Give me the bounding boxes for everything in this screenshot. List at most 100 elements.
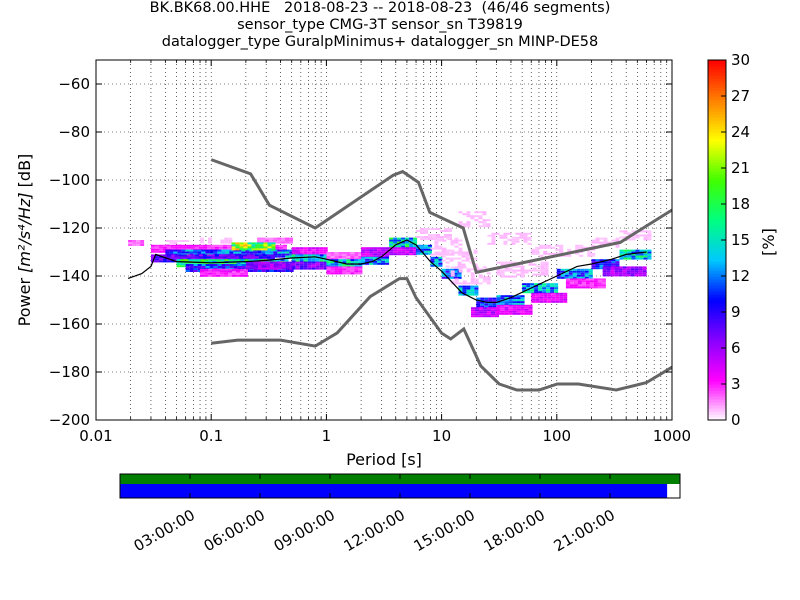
psd-cell — [330, 266, 335, 269]
psd-cell — [365, 247, 370, 250]
colorbar-tick-label: 0 — [731, 411, 741, 429]
psd-cell — [413, 237, 418, 240]
psd-cell — [478, 211, 483, 214]
psd-cell — [466, 225, 471, 228]
psd-cell — [484, 299, 489, 302]
psd-cell — [544, 271, 549, 274]
psd-cell — [185, 266, 190, 268]
psd-cell — [222, 246, 227, 249]
y-axis-label-prefix: Power — [15, 278, 34, 327]
psd-cell — [154, 248, 159, 251]
psd-cell — [158, 260, 163, 263]
psd-cell — [647, 251, 652, 254]
psd-cell — [647, 232, 652, 235]
psd-cell — [338, 268, 343, 271]
psd-cell — [173, 249, 178, 252]
psd-cell — [265, 265, 270, 268]
psd-cell — [261, 237, 266, 240]
psd-cell — [597, 278, 602, 281]
psd-cell — [420, 252, 425, 255]
colorbar-segment — [708, 102, 726, 106]
psd-cell — [285, 270, 290, 272]
psd-cell — [504, 261, 509, 264]
psd-cell — [638, 270, 643, 273]
psd-cell — [457, 261, 462, 264]
psd-cell — [550, 283, 555, 286]
psd-cell — [354, 270, 359, 273]
psd-cell — [389, 237, 394, 240]
psd-cell — [295, 251, 300, 254]
psd-cell — [436, 234, 441, 236]
psd-cell — [217, 249, 222, 252]
psd-cell — [520, 273, 525, 276]
colorbar-segment — [708, 75, 726, 79]
psd-cell — [643, 230, 648, 233]
psd-cell — [224, 270, 229, 273]
psd-cell — [555, 252, 560, 255]
psd-cell — [508, 267, 513, 270]
psd-cell — [593, 286, 598, 289]
psd-cell — [450, 241, 455, 244]
psd-cell — [162, 254, 167, 257]
psd-cell — [397, 249, 402, 252]
psd-cell — [618, 266, 623, 269]
psd-cell — [568, 270, 573, 273]
psd-cell — [577, 282, 582, 285]
timeline-tick-label: 03:00:00 — [131, 506, 198, 555]
psd-cell — [627, 251, 632, 254]
psd-cell — [158, 248, 163, 251]
colorbar-segment — [708, 405, 726, 409]
psd-cell — [532, 269, 537, 272]
psd-cell — [381, 260, 386, 263]
psd-cell — [428, 248, 433, 251]
psd-cell — [319, 265, 324, 268]
psd-cell — [178, 256, 183, 259]
psd-cell — [338, 259, 343, 262]
psd-cell — [496, 306, 501, 309]
psd-cell — [449, 268, 454, 271]
psd-cell — [611, 259, 616, 262]
psd-cell — [185, 251, 190, 254]
psd-cell — [346, 270, 351, 273]
psd-cell — [601, 284, 606, 287]
psd-cell — [450, 251, 455, 254]
psd-cell — [319, 247, 324, 250]
psd-cell — [462, 285, 467, 288]
psd-cell — [643, 234, 648, 237]
psd-cell — [458, 282, 463, 285]
psd-cell — [595, 241, 600, 244]
psd-cell — [478, 274, 483, 277]
psd-cell — [295, 265, 300, 268]
psd-cell — [326, 268, 331, 271]
psd-cell — [330, 270, 335, 273]
psd-cell — [441, 270, 446, 273]
psd-cell — [393, 253, 398, 256]
psd-cell — [365, 253, 370, 256]
colorbar-segment — [708, 258, 726, 262]
psd-cell — [611, 261, 616, 264]
psd-cell — [198, 256, 203, 259]
psd-cell — [209, 251, 214, 254]
psd-cell — [232, 259, 237, 262]
psd-cell — [576, 276, 581, 279]
psd-cell — [354, 258, 359, 260]
colorbar-segment — [708, 126, 726, 130]
psd-cell — [520, 269, 525, 272]
psd-cell — [565, 282, 570, 285]
psd-cell — [480, 299, 485, 302]
psd-cell — [228, 270, 233, 273]
psd-cell — [615, 237, 620, 240]
psd-cell — [516, 295, 521, 298]
psd-cell — [373, 262, 378, 265]
psd-cell — [303, 260, 308, 263]
psd-cell — [354, 254, 359, 256]
psd-cell — [554, 285, 559, 288]
psd-cell — [401, 237, 406, 240]
psd-cell — [303, 247, 308, 250]
psd-cell — [576, 268, 581, 271]
psd-cell — [251, 242, 256, 245]
colorbar-segment — [708, 192, 726, 196]
psd-cell — [150, 250, 155, 253]
psd-cell — [303, 253, 308, 256]
psd-cell — [204, 272, 209, 275]
